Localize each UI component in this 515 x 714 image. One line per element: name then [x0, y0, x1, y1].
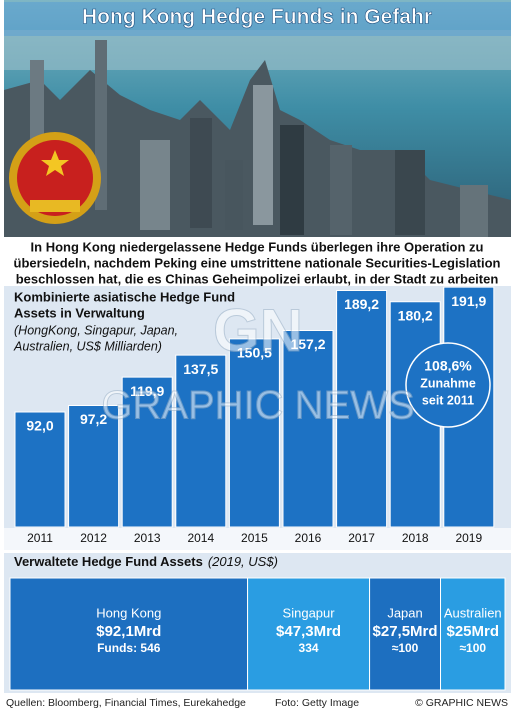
- title: Hong Kong Hedge Funds in Gefahr: [82, 6, 432, 29]
- funds-label: Funds: 546: [97, 641, 161, 655]
- value-label: 189,2: [344, 296, 379, 312]
- chart-subtitle: Australien, US$ Milliarden): [13, 339, 162, 353]
- x-tick-label: 2016: [295, 531, 322, 545]
- chart-title: Kombinierte asiatische Hedge Fund: [14, 289, 235, 304]
- chart-subtitle: (2019, US$): [208, 554, 278, 569]
- annotation: seit 2011: [422, 393, 474, 407]
- bar: [228, 338, 280, 528]
- area-block: [9, 577, 249, 691]
- x-tick-label: 2019: [455, 531, 482, 545]
- value-label: 180,2: [398, 307, 433, 323]
- value-label: 191,9: [451, 293, 486, 309]
- category-label: Singapur: [283, 605, 336, 620]
- chart-subtitle: (HongKong, Singapur, Japan,: [14, 323, 178, 337]
- x-tick-label: 2018: [402, 531, 429, 545]
- x-tick-label: 2013: [134, 531, 161, 545]
- value-label: 92,0: [26, 418, 53, 434]
- x-tick-label: 2017: [348, 531, 375, 545]
- x-tick-label: 2014: [187, 531, 214, 545]
- value-label: 157,2: [290, 336, 325, 352]
- sources: Quellen: Bloomberg, Financial Times, Eur…: [6, 697, 246, 709]
- bar: [336, 290, 388, 528]
- axis-strip: [4, 528, 511, 550]
- chart-title: Verwaltete Hedge Fund Assets (2019, US$): [14, 554, 278, 569]
- subtitle-line: In Hong Kong niedergelassene Hedge Funds…: [31, 239, 484, 254]
- watermark-logo: GN: [213, 297, 303, 364]
- bar: [282, 330, 334, 528]
- subtitle-line: übersiedeln, nachdem Peking eine umstrit…: [14, 255, 501, 270]
- annotation-circle: [405, 342, 491, 428]
- value-label: 97,2: [80, 411, 107, 427]
- annotation: Zunahme: [420, 376, 476, 390]
- copyright: © GRAPHIC NEWS: [415, 697, 508, 709]
- annotation: 108,6%: [424, 358, 472, 374]
- category-label: Japan: [387, 605, 422, 620]
- photo: [4, 0, 511, 237]
- bar: [121, 376, 173, 528]
- x-tick-label: 2015: [241, 531, 268, 545]
- bar: [14, 411, 66, 528]
- funds-label: ≈100: [459, 641, 486, 655]
- funds-label: ≈100: [392, 641, 419, 655]
- category-label: Hong Kong: [96, 605, 161, 620]
- chart-title: Assets in Verwaltung: [14, 305, 145, 320]
- funds-label: 334: [299, 641, 319, 655]
- category-label: Australien: [444, 605, 502, 620]
- watermark: GN GRAPHIC NEWS: [101, 296, 415, 428]
- value-label: $92,1Mrd: [96, 623, 161, 640]
- chart-title-text: Verwaltete Hedge Fund Assets: [14, 554, 203, 569]
- subtitle: In Hong Kong niedergelassene Hedge Funds…: [14, 239, 501, 286]
- value-label: $47,3Mrd: [276, 623, 341, 640]
- value-label: 150,5: [237, 345, 272, 361]
- photo-credit: Foto: Getty Image: [275, 697, 359, 709]
- x-tick-label: 2011: [27, 531, 53, 545]
- value-label: $27,5Mrd: [373, 623, 438, 640]
- subtitle-line: beschlossen hat, die es Chinas Geheimpol…: [16, 271, 499, 286]
- x-tick-label: 2012: [80, 531, 107, 545]
- area-block: [440, 577, 506, 691]
- value-label: $25Mrd: [446, 623, 499, 640]
- watermark-text: GRAPHIC NEWS: [101, 384, 414, 428]
- charts: Kombinierte asiatische Hedge FundAssets …: [9, 286, 506, 691]
- value-label: 119,9: [130, 383, 164, 399]
- bar: [68, 405, 120, 528]
- bar: [175, 354, 227, 528]
- value-label: 137,5: [183, 361, 218, 377]
